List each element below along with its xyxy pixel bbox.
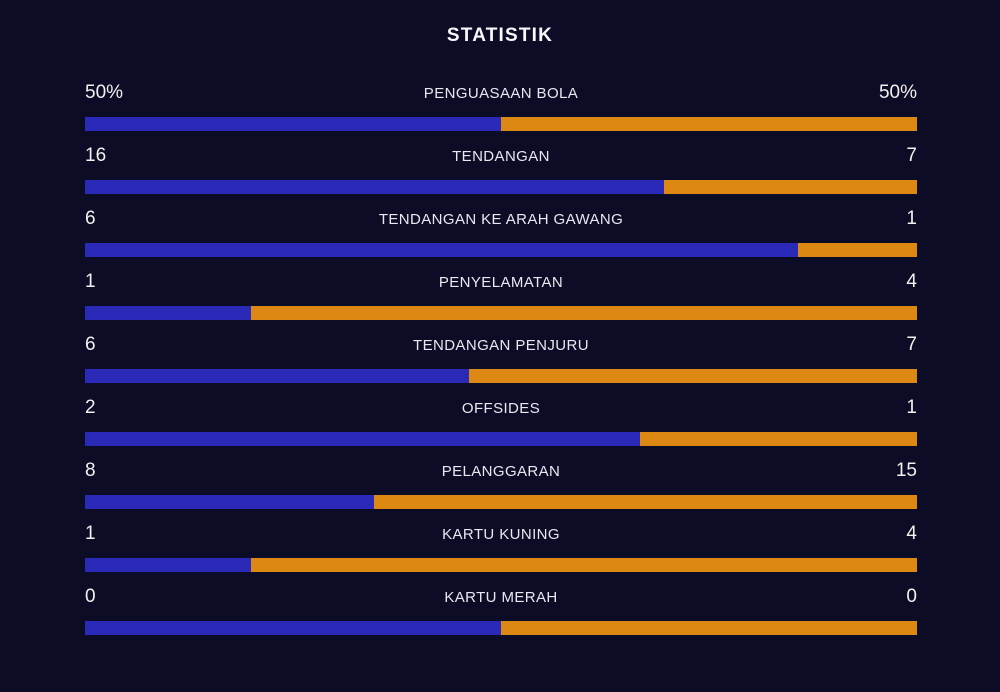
away-bar-segment — [639, 432, 917, 446]
away-bar-segment — [501, 621, 917, 635]
home-bar-segment — [85, 180, 664, 194]
stat-header: 6 TENDANGAN KE ARAH GAWANG 1 — [85, 208, 917, 230]
stat-header: 1 KARTU KUNING 4 — [85, 523, 917, 545]
home-value: 1 — [85, 523, 96, 544]
stat-header: 16 TENDANGAN 7 — [85, 145, 917, 167]
stat-bar — [85, 369, 917, 383]
stat-row: 50% PENGUASAAN BOLA 50% — [85, 82, 917, 131]
away-bar-segment — [251, 306, 917, 320]
home-value: 16 — [85, 145, 107, 166]
stat-label: OFFSIDES — [461, 399, 541, 417]
stat-row: 16 TENDANGAN 7 — [85, 145, 917, 194]
away-value: 50% — [878, 82, 917, 103]
home-bar-segment — [85, 117, 501, 131]
stat-label: KARTU KUNING — [442, 525, 560, 543]
away-value: 7 — [906, 145, 917, 166]
home-value: 50% — [85, 82, 124, 103]
home-bar-segment — [85, 369, 469, 383]
page-title: STATISTIK — [446, 25, 554, 46]
home-bar-segment — [85, 243, 799, 257]
stat-row: 1 PENYELAMATAN 4 — [85, 271, 917, 320]
stat-header: 2 OFFSIDES 1 — [85, 397, 917, 419]
stat-bar — [85, 495, 917, 509]
stats-list: 50% PENGUASAAN BOLA 50% 16 TENDANGAN 7 6… — [85, 82, 917, 635]
stat-row: 6 TENDANGAN KE ARAH GAWANG 1 — [85, 208, 917, 257]
stat-row: 2 OFFSIDES 1 — [85, 397, 917, 446]
stat-row: 8 PELANGGARAN 15 — [85, 460, 917, 509]
stat-header: 1 PENYELAMATAN 4 — [85, 271, 917, 293]
away-bar-segment — [798, 243, 917, 257]
home-bar-segment — [85, 495, 375, 509]
stat-bar — [85, 306, 917, 320]
stat-bar — [85, 432, 917, 446]
home-bar-segment — [85, 621, 501, 635]
stat-bar — [85, 558, 917, 572]
home-value: 0 — [85, 586, 96, 607]
away-value: 4 — [906, 523, 917, 544]
home-value: 6 — [85, 334, 96, 355]
stat-bar — [85, 117, 917, 131]
home-value: 2 — [85, 397, 96, 418]
stat-label: TENDANGAN PENJURU — [413, 336, 589, 354]
stat-bar — [85, 621, 917, 635]
away-value: 7 — [906, 334, 917, 355]
stat-header: 50% PENGUASAAN BOLA 50% — [85, 82, 917, 104]
away-bar-segment — [663, 180, 917, 194]
away-value: 1 — [906, 397, 917, 418]
away-value: 15 — [895, 460, 917, 481]
away-bar-segment — [469, 369, 917, 383]
away-value: 0 — [906, 586, 917, 607]
home-bar-segment — [85, 432, 640, 446]
home-value: 1 — [85, 271, 96, 292]
home-value: 6 — [85, 208, 96, 229]
stat-label: TENDANGAN — [452, 147, 550, 165]
stat-row: 0 KARTU MERAH 0 — [85, 586, 917, 635]
away-bar-segment — [374, 495, 917, 509]
stat-header: 6 TENDANGAN PENJURU 7 — [85, 334, 917, 356]
stat-header: 8 PELANGGARAN 15 — [85, 460, 917, 482]
stat-label: PENGUASAAN BOLA — [423, 84, 579, 102]
match-statistics-panel: STATISTIK 50% PENGUASAAN BOLA 50% 16 TEN… — [85, 25, 917, 635]
stat-label: KARTU MERAH — [444, 588, 558, 606]
away-bar-segment — [501, 117, 917, 131]
stat-bar — [85, 180, 917, 194]
stat-row: 1 KARTU KUNING 4 — [85, 523, 917, 572]
stat-label: PENYELAMATAN — [438, 273, 564, 291]
home-bar-segment — [85, 306, 252, 320]
home-value: 8 — [85, 460, 96, 481]
stat-header: 0 KARTU MERAH 0 — [85, 586, 917, 608]
home-bar-segment — [85, 558, 252, 572]
stat-label: TENDANGAN KE ARAH GAWANG — [378, 210, 624, 228]
stat-bar — [85, 243, 917, 257]
away-value: 1 — [906, 208, 917, 229]
away-value: 4 — [906, 271, 917, 292]
stat-row: 6 TENDANGAN PENJURU 7 — [85, 334, 917, 383]
stat-label: PELANGGARAN — [441, 462, 561, 480]
away-bar-segment — [251, 558, 917, 572]
